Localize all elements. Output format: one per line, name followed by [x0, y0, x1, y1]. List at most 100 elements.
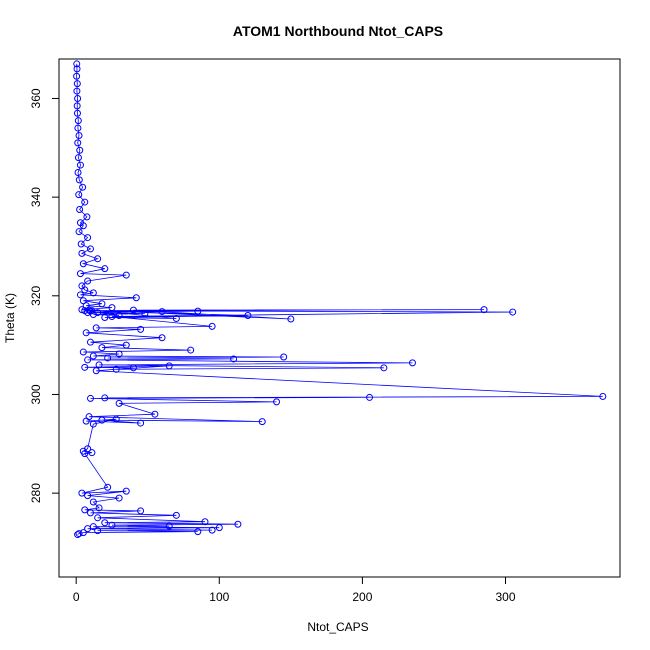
data-point [75, 530, 83, 538]
data-point [92, 324, 100, 332]
data-point [74, 94, 82, 102]
data-point [84, 277, 92, 285]
data-point [194, 307, 202, 315]
data-point [78, 249, 86, 257]
data-point [95, 361, 103, 369]
chart-title: ATOM1 Northbound Ntot_CAPS [233, 23, 443, 39]
data-point [84, 356, 92, 364]
data-point [273, 398, 281, 406]
x-tick-label: 200 [352, 590, 372, 604]
series-group [73, 60, 607, 539]
data-point [89, 420, 97, 428]
data-point [115, 494, 123, 502]
data-point [81, 506, 89, 514]
data-point [81, 307, 89, 315]
data-point [78, 489, 86, 497]
data-point [86, 509, 94, 517]
data-point [83, 213, 91, 221]
data-point [88, 449, 96, 457]
data-point [74, 168, 82, 176]
data-point [172, 314, 180, 322]
data-point [101, 519, 109, 527]
data-point [88, 307, 96, 315]
data-point [137, 507, 145, 515]
data-point [89, 352, 97, 360]
data-point [141, 310, 149, 318]
y-tick-label: 280 [29, 483, 43, 503]
data-point [95, 504, 103, 512]
x-tick-label: 300 [495, 590, 515, 604]
data-point [194, 528, 202, 536]
data-point [115, 350, 123, 358]
data-point [82, 329, 90, 337]
x-tick-label: 100 [209, 590, 229, 604]
data-point [108, 304, 116, 312]
data-point [82, 417, 90, 425]
data-point [108, 521, 116, 529]
data-point [79, 222, 87, 230]
data-point [89, 498, 97, 506]
data-point [75, 176, 83, 184]
data-point [287, 315, 295, 323]
data-point [187, 346, 195, 354]
data-point [244, 312, 252, 320]
data-point [81, 363, 89, 371]
data-point [129, 306, 137, 314]
data-point [98, 416, 106, 424]
data-point [74, 139, 82, 147]
series-line [76, 63, 603, 535]
data-point [76, 161, 84, 169]
data-point [480, 306, 488, 314]
data-point [108, 313, 116, 321]
data-point [73, 65, 81, 73]
y-tick-label: 300 [29, 384, 43, 404]
data-point [89, 311, 97, 319]
data-point [75, 191, 83, 199]
data-point [101, 265, 109, 273]
data-point [208, 526, 216, 534]
data-point [101, 314, 109, 322]
data-point [76, 146, 84, 154]
data-point [84, 234, 92, 242]
data-point [79, 183, 87, 191]
data-point [92, 367, 100, 375]
data-point [81, 450, 89, 458]
data-point [98, 300, 106, 308]
data-point [74, 531, 82, 539]
data-point [86, 245, 94, 253]
data-point [101, 394, 109, 402]
data-point [73, 60, 81, 68]
data-point [76, 205, 84, 213]
data-point [172, 511, 180, 519]
data-point [86, 394, 94, 402]
data-point [509, 308, 517, 316]
data-point [75, 228, 83, 236]
data-point [132, 294, 140, 302]
data-point [76, 291, 84, 299]
data-point [104, 483, 112, 491]
data-point [137, 325, 145, 333]
data-point [115, 399, 123, 407]
data-point [73, 80, 81, 88]
x-axis-label: Ntot_CAPS [307, 620, 368, 634]
data-point [94, 514, 102, 522]
data-point [137, 419, 145, 427]
data-point [74, 154, 82, 162]
data-point [599, 392, 607, 400]
data-point [380, 364, 388, 372]
data-point [73, 102, 81, 110]
data-point [73, 109, 81, 117]
data-point [158, 334, 166, 342]
data-point [84, 525, 92, 533]
x-tick-label: 0 [73, 590, 80, 604]
data-point [112, 415, 120, 423]
data-point [74, 117, 82, 125]
data-point [258, 418, 266, 426]
data-point [122, 271, 130, 279]
data-point [85, 306, 93, 314]
data-point [73, 72, 81, 80]
data-point [158, 308, 166, 316]
data-point [408, 359, 416, 367]
